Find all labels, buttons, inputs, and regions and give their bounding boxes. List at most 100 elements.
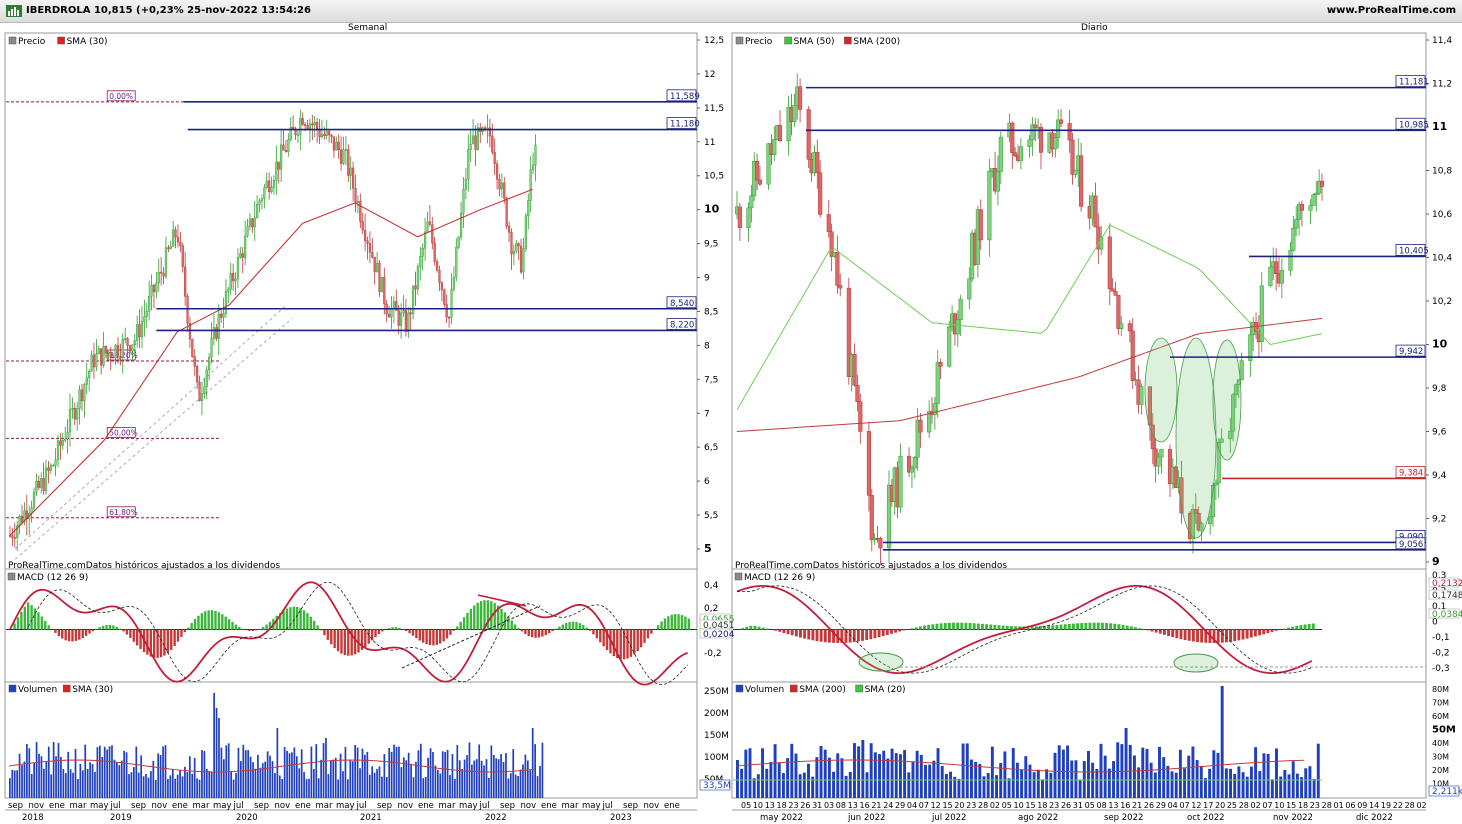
weekly-volume-bar (103, 746, 106, 798)
weekly-volume-bar (69, 769, 72, 798)
site-link[interactable]: www.ProRealTime.com (1326, 5, 1456, 16)
weekly-macd-hist-bar (292, 606, 295, 630)
weekly-macd-hist-bar (588, 629, 592, 631)
weekly-macd-tick: 0,4 (704, 581, 719, 591)
weekly-macd-hist-bar (200, 613, 204, 630)
weekly-volume-bar (317, 778, 320, 798)
daily-candle (792, 105, 797, 122)
weekly-volume-bar (274, 773, 276, 798)
weekly-candle (270, 186, 273, 193)
weekly-macd-hist-bar (210, 610, 214, 630)
daily-macd-hist-bar (1270, 629, 1274, 632)
weekly-candle (212, 327, 216, 339)
weekly-candle (495, 163, 499, 180)
weekly-macd-hist-bar (367, 629, 370, 644)
daily-macd-hist-bar (1253, 629, 1257, 637)
weekly-macd-hist-bar (193, 619, 197, 630)
weekly-volume-bar (458, 760, 461, 798)
weekly-level-box (666, 296, 697, 309)
weekly-candle (433, 242, 436, 262)
daily-volume-bar (1003, 751, 1007, 798)
daily-macd-value-box (1428, 577, 1460, 588)
weekly-candle (198, 381, 201, 402)
weekly-volume-bar (407, 752, 410, 798)
weekly-candle (378, 262, 381, 293)
daily-day-tick: 14 (1369, 801, 1379, 810)
weekly-candle (90, 354, 93, 372)
weekly-candle (256, 204, 259, 218)
daily-candle (1239, 360, 1244, 381)
weekly-macd-hist-bar (629, 629, 633, 657)
daily-volume-bar (982, 776, 986, 798)
daily-macd-hist-bar (1138, 628, 1142, 630)
weekly-candle (462, 189, 465, 214)
weekly-volume-bar (371, 766, 374, 798)
daily-macd-hist-bar (1125, 625, 1129, 630)
weekly-legend-swatch (57, 36, 65, 45)
weekly-candle (292, 127, 295, 130)
weekly-volume-bar (325, 738, 327, 798)
weekly-candle (476, 127, 479, 150)
weekly-macd-hist-bar (333, 629, 336, 649)
daily-macd-hist-bar (898, 629, 902, 632)
weekly-volume-bar (300, 749, 303, 798)
daily-macd-hist-bar (1295, 625, 1299, 630)
weekly-volume-bar (38, 753, 40, 798)
weekly-volume-bar (368, 774, 371, 798)
daily-candle (1056, 119, 1061, 138)
daily-legend-label: SMA (200) (853, 37, 900, 47)
weekly-macd-hist-bar (244, 629, 248, 631)
weekly-volume-bar (9, 778, 11, 798)
weekly-price-tick: 9 (704, 274, 710, 284)
weekly-candle (284, 150, 288, 152)
daily-candle (1228, 430, 1233, 440)
weekly-macd-hist-bar (115, 626, 118, 630)
weekly-candle (340, 149, 343, 164)
weekly-candle (299, 118, 302, 135)
daily-candle (1150, 424, 1155, 450)
daily-volume-bar (861, 740, 865, 798)
weekly-candle (236, 257, 240, 280)
daily-day-tick: 05 (741, 801, 751, 810)
daily-level-box (1395, 75, 1426, 88)
weekly-candle (399, 312, 403, 326)
weekly-candle (78, 389, 81, 409)
daily-candle (1319, 180, 1325, 187)
daily-candle (907, 455, 912, 473)
daily-volume-bar (1316, 743, 1320, 798)
weekly-candle (80, 389, 84, 402)
daily-volume-bar (1258, 771, 1262, 798)
daily-volume-bar (1145, 749, 1149, 798)
weekly-candle (66, 431, 69, 440)
daily-macd-hist-bar (1179, 629, 1183, 640)
daily-candle (995, 171, 1001, 192)
daily-macd-hist-bar (794, 629, 798, 637)
weekly-candle (397, 310, 400, 326)
weekly-candle (503, 182, 506, 199)
weekly-month-tick: nov (29, 801, 45, 811)
daily-macd-hist-bar (1001, 625, 1005, 630)
weekly-volume-bar (191, 773, 194, 798)
weekly-candle (222, 313, 225, 318)
daily-macd-hist-bar (1282, 628, 1286, 630)
daily-volume-bar (1078, 779, 1082, 798)
weekly-volume-bar (330, 760, 332, 798)
daily-highlight-ellipse (1175, 337, 1217, 539)
daily-day-tick: 26 (1144, 801, 1154, 810)
weekly-volume-bar (116, 762, 118, 798)
weekly-candle (450, 289, 453, 318)
daily-candle (918, 419, 923, 433)
weekly-price-tick: 5 (704, 542, 712, 555)
daily-volume-bar (823, 749, 827, 798)
weekly-volume-bar (13, 770, 16, 798)
weekly-month-tick: nov (521, 801, 537, 811)
weekly-candle (354, 188, 357, 203)
weekly-level-label: 8,540 (670, 299, 694, 309)
weekly-volume-bar (276, 728, 279, 798)
daily-price-tick: 10,4 (1432, 254, 1452, 264)
weekly-volume-bar (35, 742, 38, 798)
weekly-volume-bar (227, 743, 230, 798)
daily-macd-hist-bar (1266, 629, 1270, 634)
daily-macd-hist-bar (885, 629, 889, 635)
